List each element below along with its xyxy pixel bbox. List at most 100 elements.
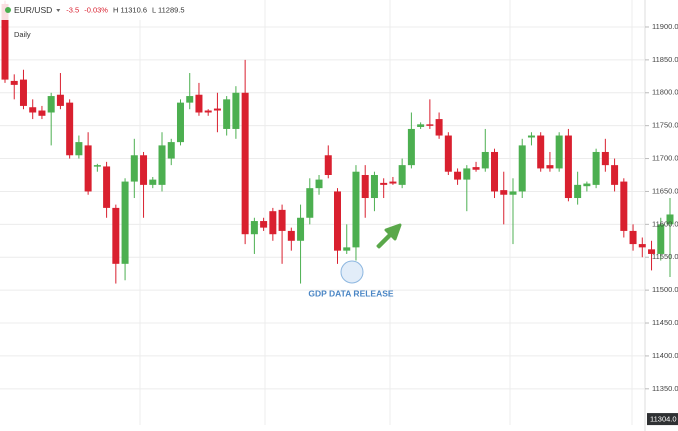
y-tick-label: 11650.0 [652, 186, 678, 195]
candle-body [527, 135, 535, 138]
y-tick-label: 11500.0 [652, 285, 678, 294]
candle-body [509, 191, 517, 195]
y-tick-label: 11850.0 [652, 55, 678, 64]
candle-body [167, 142, 175, 159]
candle-body [287, 230, 295, 241]
arrow [376, 223, 402, 249]
candle-body [555, 135, 563, 169]
candle-body [370, 175, 378, 199]
candle-body [278, 209, 286, 231]
candle-body [583, 183, 591, 187]
candle-body [260, 221, 268, 228]
candle-body [29, 107, 37, 113]
header-stats: -3.5 -0.03% H 11310.6 L 11289.5 [66, 5, 184, 14]
candle-body [472, 167, 480, 170]
candle-body [537, 135, 545, 169]
candle-body [213, 108, 221, 111]
candle-body [324, 155, 332, 175]
y-tick-label: 11400.0 [652, 351, 678, 360]
y-tick-label: 11600.0 [652, 219, 678, 228]
symbol[interactable]: EUR/USD [14, 5, 52, 15]
time-grid [139, 0, 633, 425]
candle-body [10, 80, 18, 85]
candle-body [47, 96, 55, 113]
annotation-circle [340, 260, 364, 284]
candle-body [361, 175, 369, 199]
candle-body [454, 171, 462, 180]
header-stat: -3.5 [66, 5, 79, 14]
dropdown-caret[interactable] [56, 9, 61, 12]
candle-body [19, 79, 27, 106]
candle-body [186, 96, 194, 103]
candle-body [176, 102, 184, 143]
header-stat: -0.03% [84, 5, 108, 14]
candle-body [297, 217, 305, 241]
candle-body [592, 151, 600, 185]
y-tick-label: 11800.0 [652, 88, 678, 97]
timeframe: Daily [14, 30, 31, 39]
candle-body [269, 211, 277, 235]
header-bg [0, 0, 200, 20]
candle-body [601, 151, 609, 166]
candle-body [657, 224, 665, 254]
candle-body [629, 230, 637, 245]
y-tick-label: 11750.0 [652, 121, 678, 130]
header-stat: L 11289.5 [152, 5, 185, 14]
y-tick-label: 11550.0 [652, 252, 678, 261]
candle-body [223, 99, 231, 129]
candle-body [250, 221, 258, 235]
candle-body [343, 247, 351, 251]
candle-body [518, 145, 526, 192]
header-stat: H 11310.6 [113, 5, 147, 14]
candle-body [426, 124, 434, 126]
candle-body [315, 179, 323, 189]
last-price-box [647, 413, 678, 426]
status-dot [5, 7, 11, 13]
candle-body [204, 110, 212, 113]
candle-body [306, 188, 314, 218]
candle-body [407, 128, 415, 166]
candle-body [121, 181, 129, 264]
candle-body [130, 155, 138, 182]
candle-body [75, 142, 83, 156]
candle-body [1, 3, 9, 80]
candle-body [398, 165, 406, 185]
candle-body [232, 92, 240, 129]
candle-body [638, 244, 646, 248]
candle-body [334, 191, 341, 251]
candle-body [666, 214, 674, 225]
candle-body [66, 102, 74, 156]
candle-body [140, 155, 148, 185]
last-price-label: 11304.0 [650, 415, 677, 424]
y-tick-label: 11900.0 [652, 22, 678, 31]
candle-body [380, 182, 388, 185]
candle-body [444, 135, 452, 172]
candle-body [112, 207, 120, 264]
candle-body [491, 151, 499, 192]
candle-body [546, 165, 554, 169]
plot-area [0, 0, 674, 390]
candle-body [481, 151, 489, 169]
candle-body [158, 145, 166, 185]
candle-body [500, 190, 508, 195]
candle-body [389, 181, 397, 184]
candle-body [149, 179, 157, 185]
candle-body [574, 184, 582, 199]
candle-body [611, 165, 619, 185]
candle-body [103, 166, 111, 208]
y-tick-label: 11350.0 [652, 384, 678, 393]
y-tick-label: 11450.0 [652, 318, 678, 327]
candle-body [620, 181, 628, 231]
candle-body [564, 135, 572, 199]
annotation-text: GDP DATA RELEASE [308, 288, 393, 298]
candle-body [648, 249, 656, 254]
candle-body [38, 110, 46, 116]
candle-body [195, 94, 203, 113]
candle-body [56, 94, 64, 106]
candle-body [352, 171, 360, 248]
candle-body [241, 92, 249, 235]
candle-body [417, 124, 425, 127]
candle-body [463, 168, 471, 180]
